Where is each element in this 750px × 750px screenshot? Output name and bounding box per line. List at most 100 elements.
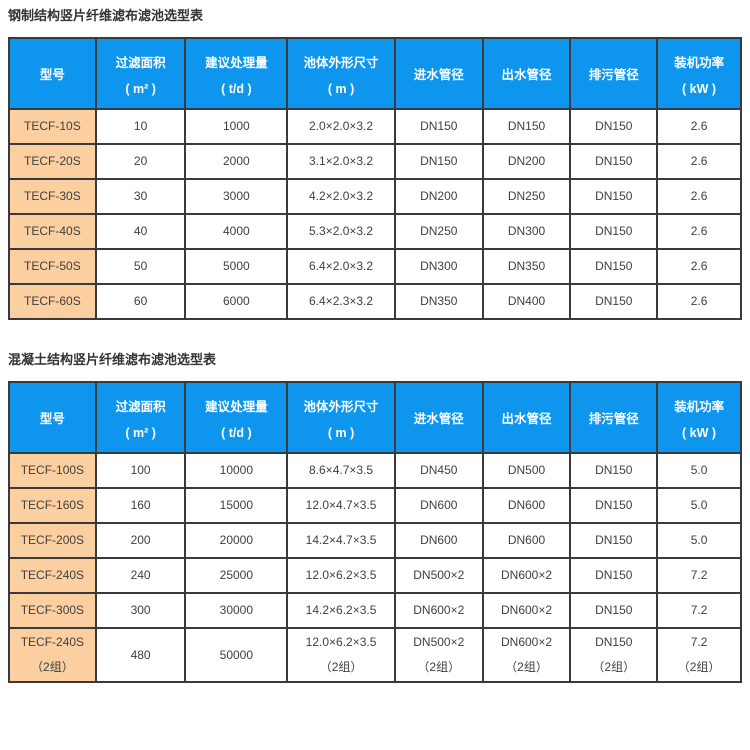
table-cell: 7.2 （2组） xyxy=(656,626,742,684)
table-cell: DN150 xyxy=(393,108,484,145)
header-line1: 排污管径 xyxy=(588,68,639,82)
table-cell: 240 xyxy=(94,557,187,594)
table-cell: 7.2 xyxy=(656,592,742,629)
table-cell: 30 xyxy=(94,178,187,215)
table-cell: DN500×2 （2组） xyxy=(393,626,484,684)
header-unit: ( m ) xyxy=(327,425,355,440)
model-cell: TECF-40S xyxy=(8,213,97,250)
table-cell: 160 xyxy=(94,487,187,524)
table-cell: DN450 xyxy=(393,452,484,489)
table-row: TECF-240S （2组） 480 50000 12.0×6.2×3.5 （2组） D… xyxy=(8,626,742,684)
header-unit: ( m ) xyxy=(327,81,355,96)
table-cell: 3000 xyxy=(184,178,289,215)
header-cell: 进水管径 xyxy=(393,37,484,110)
table-cell: DN150 xyxy=(569,178,659,215)
header-cell: 过滤面积 ( m² ) xyxy=(94,37,187,110)
concrete-selection-table: 型号 过滤面积 ( m² ) 建议处理量 ( t/d ) 池体外形尺寸 ( m ) 进水管径 出… xyxy=(8,381,742,684)
table-cell: 2.6 xyxy=(656,213,742,250)
header-row: 型号 过滤面积 ( m² ) 建议处理量 ( t/d ) 池体外形尺寸 ( m ) 进水管径 出… xyxy=(8,37,742,110)
table-cell: DN150 xyxy=(569,108,659,145)
header-cell: 池体外形尺寸 ( m ) xyxy=(286,37,396,110)
table-cell: DN150 （2组） xyxy=(569,626,659,684)
header-cell: 装机功率 ( kW ) xyxy=(656,381,742,454)
table-cell: 5.0 xyxy=(656,522,742,559)
table-cell: 2.6 xyxy=(656,143,742,180)
header-line1: 型号 xyxy=(39,68,65,82)
table-cell: DN600×2 xyxy=(481,557,572,594)
table-cell: 5.0 xyxy=(656,487,742,524)
table-cell: 2.6 xyxy=(656,248,742,285)
model-cell: TECF-160S xyxy=(8,487,97,524)
table-cell: DN200 xyxy=(393,178,484,215)
steel-structure-section: 钢制结构竖片纤维滤布滤池选型表 型号 过滤面积 ( m² ) 建议处理量 ( t/d )… xyxy=(8,8,742,320)
table-header: 型号 过滤面积 ( m² ) 建议处理量 ( t/d ) 池体外形尺寸 ( m ) 进水管径 出… xyxy=(8,37,742,110)
table-cell: DN600 xyxy=(481,487,572,524)
table-cell: 6000 xyxy=(184,283,289,320)
table-cell: DN150 xyxy=(569,522,659,559)
table-cell: DN150 xyxy=(393,143,484,180)
header-cell: 型号 xyxy=(8,37,97,110)
table-cell: 15000 xyxy=(184,487,289,524)
table-cell: DN150 xyxy=(569,248,659,285)
model-cell: TECF-10S xyxy=(8,108,97,145)
concrete-structure-section: 混凝土结构竖片纤维滤布滤池选型表 型号 过滤面积 ( m² ) 建议处理量 ( t/d … xyxy=(8,352,742,684)
table-row: TECF-40S 40 4000 5.3×2.0×3.2 DN250 DN300 DN150… xyxy=(8,213,742,250)
table-body: TECF-10S 10 1000 2.0×2.0×3.2 DN150 DN150 DN150… xyxy=(8,108,742,320)
table-cell: 10000 xyxy=(184,452,289,489)
table-cell: 40 xyxy=(94,213,187,250)
header-cell: 建议处理量 ( t/d ) xyxy=(184,37,289,110)
table-cell: DN150 xyxy=(569,452,659,489)
header-line1: 池体外形尺寸 xyxy=(303,55,379,70)
table-cell: 20000 xyxy=(184,522,289,559)
header-unit: ( kW ) xyxy=(682,425,717,440)
header-unit: ( t/d ) xyxy=(221,81,252,96)
header-cell: 过滤面积 ( m² ) xyxy=(94,381,187,454)
table-cell: 30000 xyxy=(184,592,289,629)
header-line1: 过滤面积 xyxy=(115,55,166,70)
model-cell: TECF-100S xyxy=(8,452,97,489)
table-cell: 60 xyxy=(94,283,187,320)
table-cell: DN150 xyxy=(569,213,659,250)
model-cell: TECF-20S xyxy=(8,143,97,180)
table-row: TECF-60S 60 6000 6.4×2.3×3.2 DN350 DN400 DN150… xyxy=(8,283,742,320)
table-cell: DN150 xyxy=(569,487,659,524)
table-header: 型号 过滤面积 ( m² ) 建议处理量 ( t/d ) 池体外形尺寸 ( m ) 进水管径 出… xyxy=(8,381,742,454)
table-cell: DN300 xyxy=(481,213,572,250)
header-unit: ( kW ) xyxy=(682,81,717,96)
table-cell: DN150 xyxy=(569,557,659,594)
table-cell: DN150 xyxy=(569,592,659,629)
table-cell: 6.4×2.3×3.2 xyxy=(286,283,396,320)
table-cell: 50000 xyxy=(184,626,289,684)
table-cell: DN300 xyxy=(393,248,484,285)
table-cell: DN500×2 xyxy=(393,557,484,594)
header-cell: 建议处理量 ( t/d ) xyxy=(184,381,289,454)
table-row: TECF-100S 100 10000 8.6×4.7×3.5 DN450 DN500 DN… xyxy=(8,452,742,489)
header-line1: 过滤面积 xyxy=(115,399,166,414)
header-row: 型号 过滤面积 ( m² ) 建议处理量 ( t/d ) 池体外形尺寸 ( m ) 进水管径 出… xyxy=(8,381,742,454)
header-line1: 建议处理量 xyxy=(205,55,268,70)
table-cell: 20 xyxy=(94,143,187,180)
table-cell: 100 xyxy=(94,452,187,489)
table-cell: DN600×2 xyxy=(481,592,572,629)
header-cell: 进水管径 xyxy=(393,381,484,454)
model-cell: TECF-240S （2组） xyxy=(8,626,97,684)
table-cell: 2000 xyxy=(184,143,289,180)
header-cell: 型号 xyxy=(8,381,97,454)
model-cell: TECF-200S xyxy=(8,522,97,559)
table-cell: 6.4×2.0×3.2 xyxy=(286,248,396,285)
table-cell: 7.2 xyxy=(656,557,742,594)
table-cell: DN600×2 xyxy=(393,592,484,629)
model-cell: TECF-240S xyxy=(8,557,97,594)
header-line1: 装机功率 xyxy=(674,55,725,70)
table-cell: 12.0×6.2×3.5 （2组） xyxy=(286,626,396,684)
table-cell: 200 xyxy=(94,522,187,559)
table-cell: DN600 xyxy=(481,522,572,559)
table-cell: DN150 xyxy=(569,283,659,320)
header-cell: 装机功率 ( kW ) xyxy=(656,37,742,110)
table-cell: 25000 xyxy=(184,557,289,594)
header-line1: 进水管径 xyxy=(413,412,464,426)
table-cell: 14.2×4.7×3.5 xyxy=(286,522,396,559)
header-unit: ( m² ) xyxy=(125,425,156,440)
table-body: TECF-100S 100 10000 8.6×4.7×3.5 DN450 DN500 DN… xyxy=(8,452,742,684)
table-cell: DN350 xyxy=(393,283,484,320)
